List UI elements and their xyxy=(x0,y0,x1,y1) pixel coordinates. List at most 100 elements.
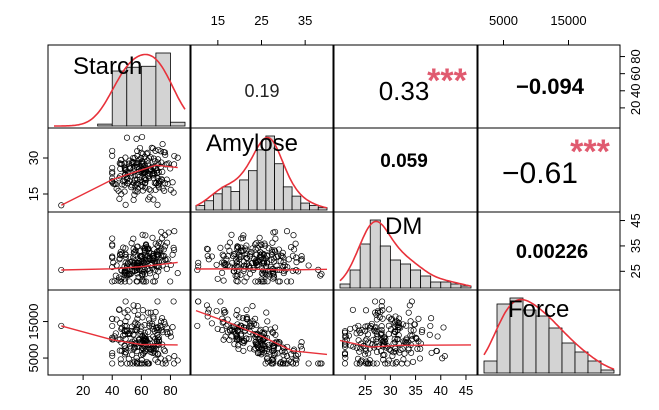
scatter-point xyxy=(222,261,229,269)
scatter-point xyxy=(118,278,125,285)
scatter-point xyxy=(373,311,380,318)
scatter-point xyxy=(109,352,116,359)
scatter-point xyxy=(378,303,385,310)
scatter-point xyxy=(111,333,118,340)
scatter-point xyxy=(148,256,155,263)
scatter-point xyxy=(154,182,161,189)
scatter-point xyxy=(195,259,202,266)
scatter-point xyxy=(141,266,148,273)
scatter-point xyxy=(167,261,174,269)
scatter-point xyxy=(159,315,166,322)
scatter-point xyxy=(165,355,172,362)
tick-label-density: 40 xyxy=(628,84,643,98)
scatter-point xyxy=(171,152,178,160)
scatter-point xyxy=(128,240,135,247)
scatter-point xyxy=(292,240,299,247)
histogram-bar xyxy=(300,202,310,211)
scatter-point xyxy=(407,332,414,339)
scatter-point xyxy=(153,263,160,270)
panel-frame xyxy=(477,289,621,376)
scatter-point xyxy=(205,256,212,263)
scatter-point xyxy=(139,158,146,165)
tick-label-starch: 80 xyxy=(163,383,177,398)
scatter-point xyxy=(258,278,265,285)
scatter-point xyxy=(280,352,287,359)
tick-label-amylose: 25 xyxy=(254,13,268,28)
histogram-bar xyxy=(587,360,602,374)
scatter-point xyxy=(123,173,130,180)
scatter-point xyxy=(109,322,116,330)
scatter-point xyxy=(139,254,146,261)
scatter-point xyxy=(138,323,145,330)
scatter-point xyxy=(380,356,387,363)
scatter-point xyxy=(109,253,116,260)
scatter-point xyxy=(243,242,250,249)
scatter-point xyxy=(289,267,296,274)
scatter-point xyxy=(287,278,295,285)
scatter-point xyxy=(121,309,128,316)
scatter-point xyxy=(124,271,131,278)
scatter-point xyxy=(391,328,398,335)
scatter-point xyxy=(142,232,149,239)
histogram-bar xyxy=(256,149,267,211)
scatter-point xyxy=(141,153,148,160)
histogram-bar xyxy=(204,200,214,211)
scatter-point xyxy=(231,328,238,335)
tick-label-dm: 30 xyxy=(383,383,397,398)
scatter-point xyxy=(154,332,161,339)
scatter-point xyxy=(164,239,171,246)
scatter-point xyxy=(163,324,170,331)
scatter-point xyxy=(404,360,411,367)
scatter-point xyxy=(405,346,412,353)
scatter-point xyxy=(393,359,400,366)
scatter-point xyxy=(220,277,227,284)
density-curve xyxy=(195,136,328,209)
tick-label-starch: 20 xyxy=(76,383,90,398)
histogram-bar xyxy=(339,283,351,289)
scatter-point xyxy=(264,278,271,285)
scatter-point xyxy=(315,360,322,367)
scatter-point xyxy=(428,315,435,322)
tick-label-amylose-left: 15 xyxy=(26,187,41,201)
scatter-point xyxy=(131,358,138,365)
scatter-point xyxy=(269,270,277,277)
varname-dm: DM xyxy=(385,213,422,240)
scatter-point xyxy=(219,251,226,258)
scatter-point xyxy=(141,278,148,285)
scatter-point xyxy=(203,302,211,309)
scatter-point xyxy=(162,151,169,159)
scatter-point xyxy=(111,277,118,285)
scatter-point xyxy=(269,356,276,363)
scatter-point xyxy=(122,254,129,261)
scatter-point xyxy=(152,158,159,165)
scatter-point xyxy=(133,360,140,367)
scatter-point xyxy=(290,232,297,239)
varname-force: Force xyxy=(508,296,569,323)
scatter-point xyxy=(154,324,161,331)
scatter-point xyxy=(396,349,403,356)
histogram-bar xyxy=(450,283,462,289)
scatter-point xyxy=(255,242,262,249)
tick-label-starch: 60 xyxy=(134,383,148,398)
scatter-point xyxy=(234,243,241,250)
histogram-bar xyxy=(389,259,401,289)
scatter-point xyxy=(120,178,127,185)
scatter-point xyxy=(410,327,417,334)
scatter-point xyxy=(171,161,178,168)
scatter-point xyxy=(374,307,382,315)
scatter-point xyxy=(144,149,151,156)
scatter-point xyxy=(277,252,285,259)
scatter-point xyxy=(241,278,248,285)
scatter-point xyxy=(136,173,143,180)
scatter-point xyxy=(116,347,123,354)
scatter-point xyxy=(137,331,144,338)
scatter-point xyxy=(353,344,360,351)
histogram-bar xyxy=(430,281,442,289)
scatter-point xyxy=(297,256,304,264)
scatter-point xyxy=(122,251,129,258)
scatter-point xyxy=(264,267,271,274)
scatter-point xyxy=(257,248,264,256)
scatter-point xyxy=(117,356,124,363)
scatter-point xyxy=(418,329,425,336)
scatter-point xyxy=(139,272,146,279)
